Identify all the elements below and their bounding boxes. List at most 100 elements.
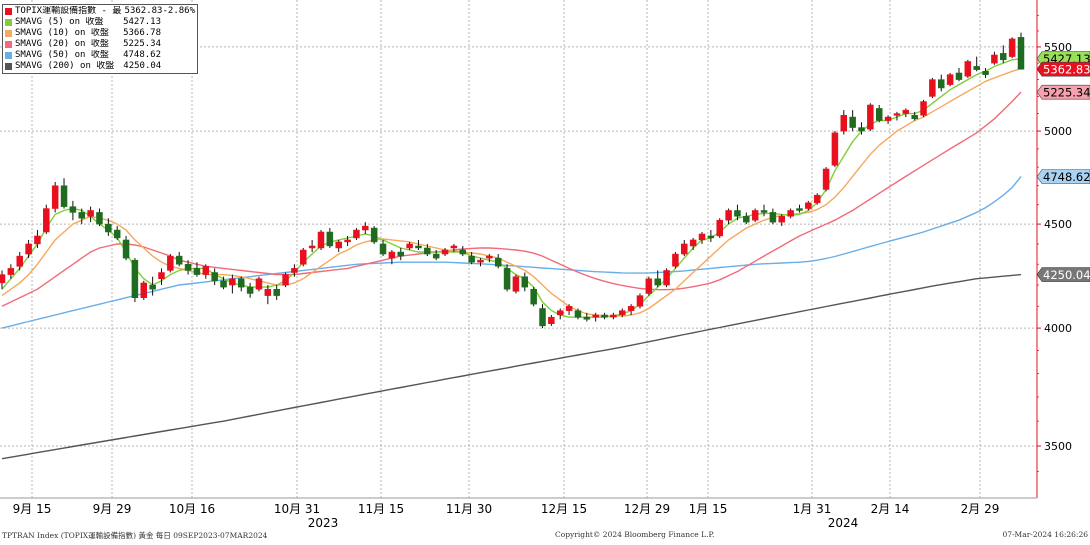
candle-body	[973, 66, 980, 70]
candle-body	[760, 210, 768, 213]
y-tick-label: 3500	[1044, 440, 1072, 453]
value-badge-shape	[1036, 267, 1090, 282]
legend-swatch	[5, 19, 12, 26]
candle-body	[229, 278, 236, 286]
candle-body	[432, 253, 440, 259]
x-tick-label: 11月 15	[358, 502, 404, 516]
candle-body	[51, 185, 59, 209]
x-tick-label: 9月 15	[13, 502, 52, 516]
candle-body	[831, 132, 839, 166]
candle-body	[530, 288, 537, 305]
legend-swatch	[5, 41, 12, 48]
y-tick-label: 4000	[1044, 322, 1072, 335]
candle-body	[149, 284, 156, 290]
footer-copyright: Copyright© 2024 Bloomberg Finance L.P.	[555, 530, 715, 539]
candle-body	[911, 115, 918, 120]
candle-body	[583, 316, 591, 320]
candle-body	[840, 115, 848, 132]
x-tick-label: 12月 29	[624, 502, 670, 516]
candle-body	[964, 61, 972, 77]
candle-body	[477, 259, 484, 263]
candle-body	[645, 278, 653, 294]
candle-body	[78, 212, 85, 219]
candle-body	[991, 54, 998, 64]
candle-body	[698, 233, 706, 241]
candle-body	[353, 229, 360, 239]
value-badge-shape	[1036, 61, 1090, 77]
candle-body	[512, 276, 520, 292]
candle-body	[486, 255, 493, 259]
candle-body	[7, 268, 15, 275]
candle-body	[0, 274, 6, 284]
candle-body	[415, 245, 422, 249]
candle-body	[503, 268, 511, 290]
x-tick-label: 10月 16	[169, 502, 215, 516]
legend-swatch	[5, 52, 12, 59]
candle-body	[60, 185, 68, 207]
candle-body	[335, 241, 342, 249]
candle-body	[237, 278, 245, 288]
candle-body	[34, 235, 41, 245]
legend-value: 5427.13	[123, 17, 161, 27]
candle-body	[539, 308, 546, 327]
candle-body	[131, 259, 139, 298]
legend-name: SMAVG (50) on 收盤	[15, 50, 109, 60]
candle-body	[344, 239, 351, 243]
candle-body	[627, 306, 635, 311]
candle-body	[663, 270, 670, 286]
candle-body	[424, 247, 431, 255]
candle-body	[397, 251, 404, 257]
candle-body	[468, 255, 475, 263]
candle-body	[858, 127, 865, 132]
candle-body	[875, 108, 883, 121]
candle-body	[636, 295, 644, 307]
candle-body	[450, 245, 458, 249]
candle-body	[317, 231, 325, 249]
value-badge-shape	[1036, 169, 1090, 184]
sma-line	[1, 273, 1022, 460]
value-badge: 4250.04	[1036, 267, 1090, 282]
value-badge: 5225.34	[1036, 84, 1090, 100]
candle-body	[291, 268, 298, 273]
footer-security-info: TPTRAN Index (TOPIX運輸設備指數) 黃金 每日 09SEP20…	[2, 531, 268, 540]
legend-name: SMAVG (5) on 收盤	[15, 17, 104, 27]
candle-body	[946, 74, 954, 85]
candle-body	[326, 231, 334, 247]
candle-body	[521, 276, 529, 288]
x-tick-label: 10月 31	[274, 502, 320, 516]
legend-entry: SMAVG (200) on 收盤 4250.04	[5, 61, 195, 72]
candle-body	[87, 210, 94, 217]
candle-body	[220, 280, 227, 288]
candle-body	[610, 314, 617, 318]
candle-body	[140, 282, 148, 298]
candle-body	[193, 268, 201, 275]
candle-body	[379, 243, 387, 255]
value-badge-label: 4250.04	[1043, 268, 1090, 282]
candle-body	[734, 210, 741, 217]
candle-body	[654, 278, 661, 286]
candle-body	[441, 249, 449, 255]
candle-body	[113, 229, 121, 239]
candle-body	[273, 288, 280, 296]
x-tick-label: 1月 31	[793, 502, 832, 516]
legend-value: 5225.34	[123, 39, 161, 49]
candle-body	[96, 212, 103, 225]
candle-body	[1008, 38, 1016, 57]
candle-body	[158, 272, 165, 279]
x-tick-label: 11月 30	[446, 502, 492, 516]
candle-body	[619, 310, 626, 316]
year-label: 2023	[308, 516, 339, 530]
legend-entry: SMAVG (10) on 收盤 5366.78	[5, 28, 195, 39]
candle-body	[370, 227, 378, 243]
candle-body	[105, 223, 112, 233]
candle-body	[849, 116, 856, 128]
candle-body	[813, 194, 821, 204]
candle-body	[69, 206, 77, 213]
candle-body	[902, 109, 910, 114]
legend-swatch	[5, 30, 12, 37]
candle-body	[689, 239, 697, 247]
candle-body	[822, 168, 830, 190]
candle-body	[796, 208, 803, 211]
sma-line	[1, 58, 1022, 318]
